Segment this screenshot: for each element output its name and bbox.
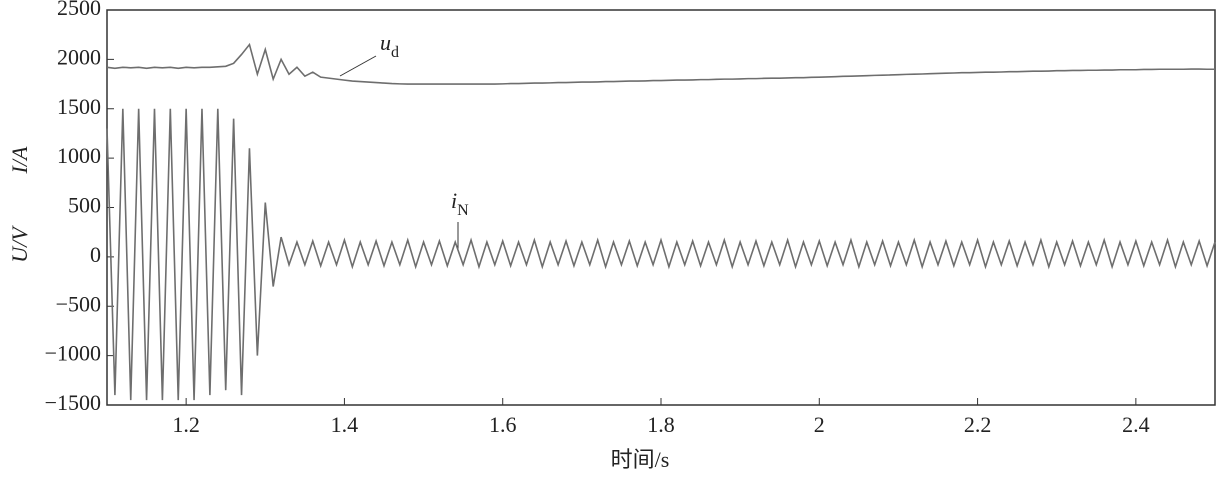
y-tick-label: 1000 — [57, 143, 101, 168]
y-tick-label: −500 — [56, 291, 101, 316]
series-line — [106, 108, 1216, 401]
x-tick-label: 1.6 — [489, 412, 517, 437]
annotation-subscript: d — [391, 44, 399, 61]
y-axis-label: U/V — [7, 225, 32, 263]
y-tick-label: 500 — [68, 193, 101, 218]
annotation: ud — [380, 30, 399, 61]
y-tick-label: 0 — [90, 242, 101, 267]
y-tick-label: −1500 — [45, 390, 101, 415]
y-tick-label: 1500 — [57, 94, 101, 119]
x-tick-label: 1.4 — [331, 412, 359, 437]
x-tick-label: 2 — [814, 412, 825, 437]
x-tick-label: 2.4 — [1122, 412, 1150, 437]
annotation-text: u — [380, 30, 391, 55]
y-tick-label: 2000 — [57, 44, 101, 69]
annotation-text: i — [451, 188, 457, 213]
annotation-leader — [339, 55, 377, 77]
x-tick-label: 1.8 — [647, 412, 675, 437]
x-tick-label: 2.2 — [964, 412, 992, 437]
y-tick-label: −1000 — [45, 341, 101, 366]
y-tick-label: 2500 — [57, 0, 101, 20]
x-axis-label: 时间/s — [611, 447, 670, 472]
y-axis-label: I/A — [7, 146, 32, 174]
series-line — [106, 42, 1215, 85]
annotation-subscript: N — [457, 202, 469, 219]
plot-frame — [106, 9, 1216, 406]
annotation: iN — [451, 188, 469, 219]
x-tick-label: 1.2 — [172, 412, 200, 437]
